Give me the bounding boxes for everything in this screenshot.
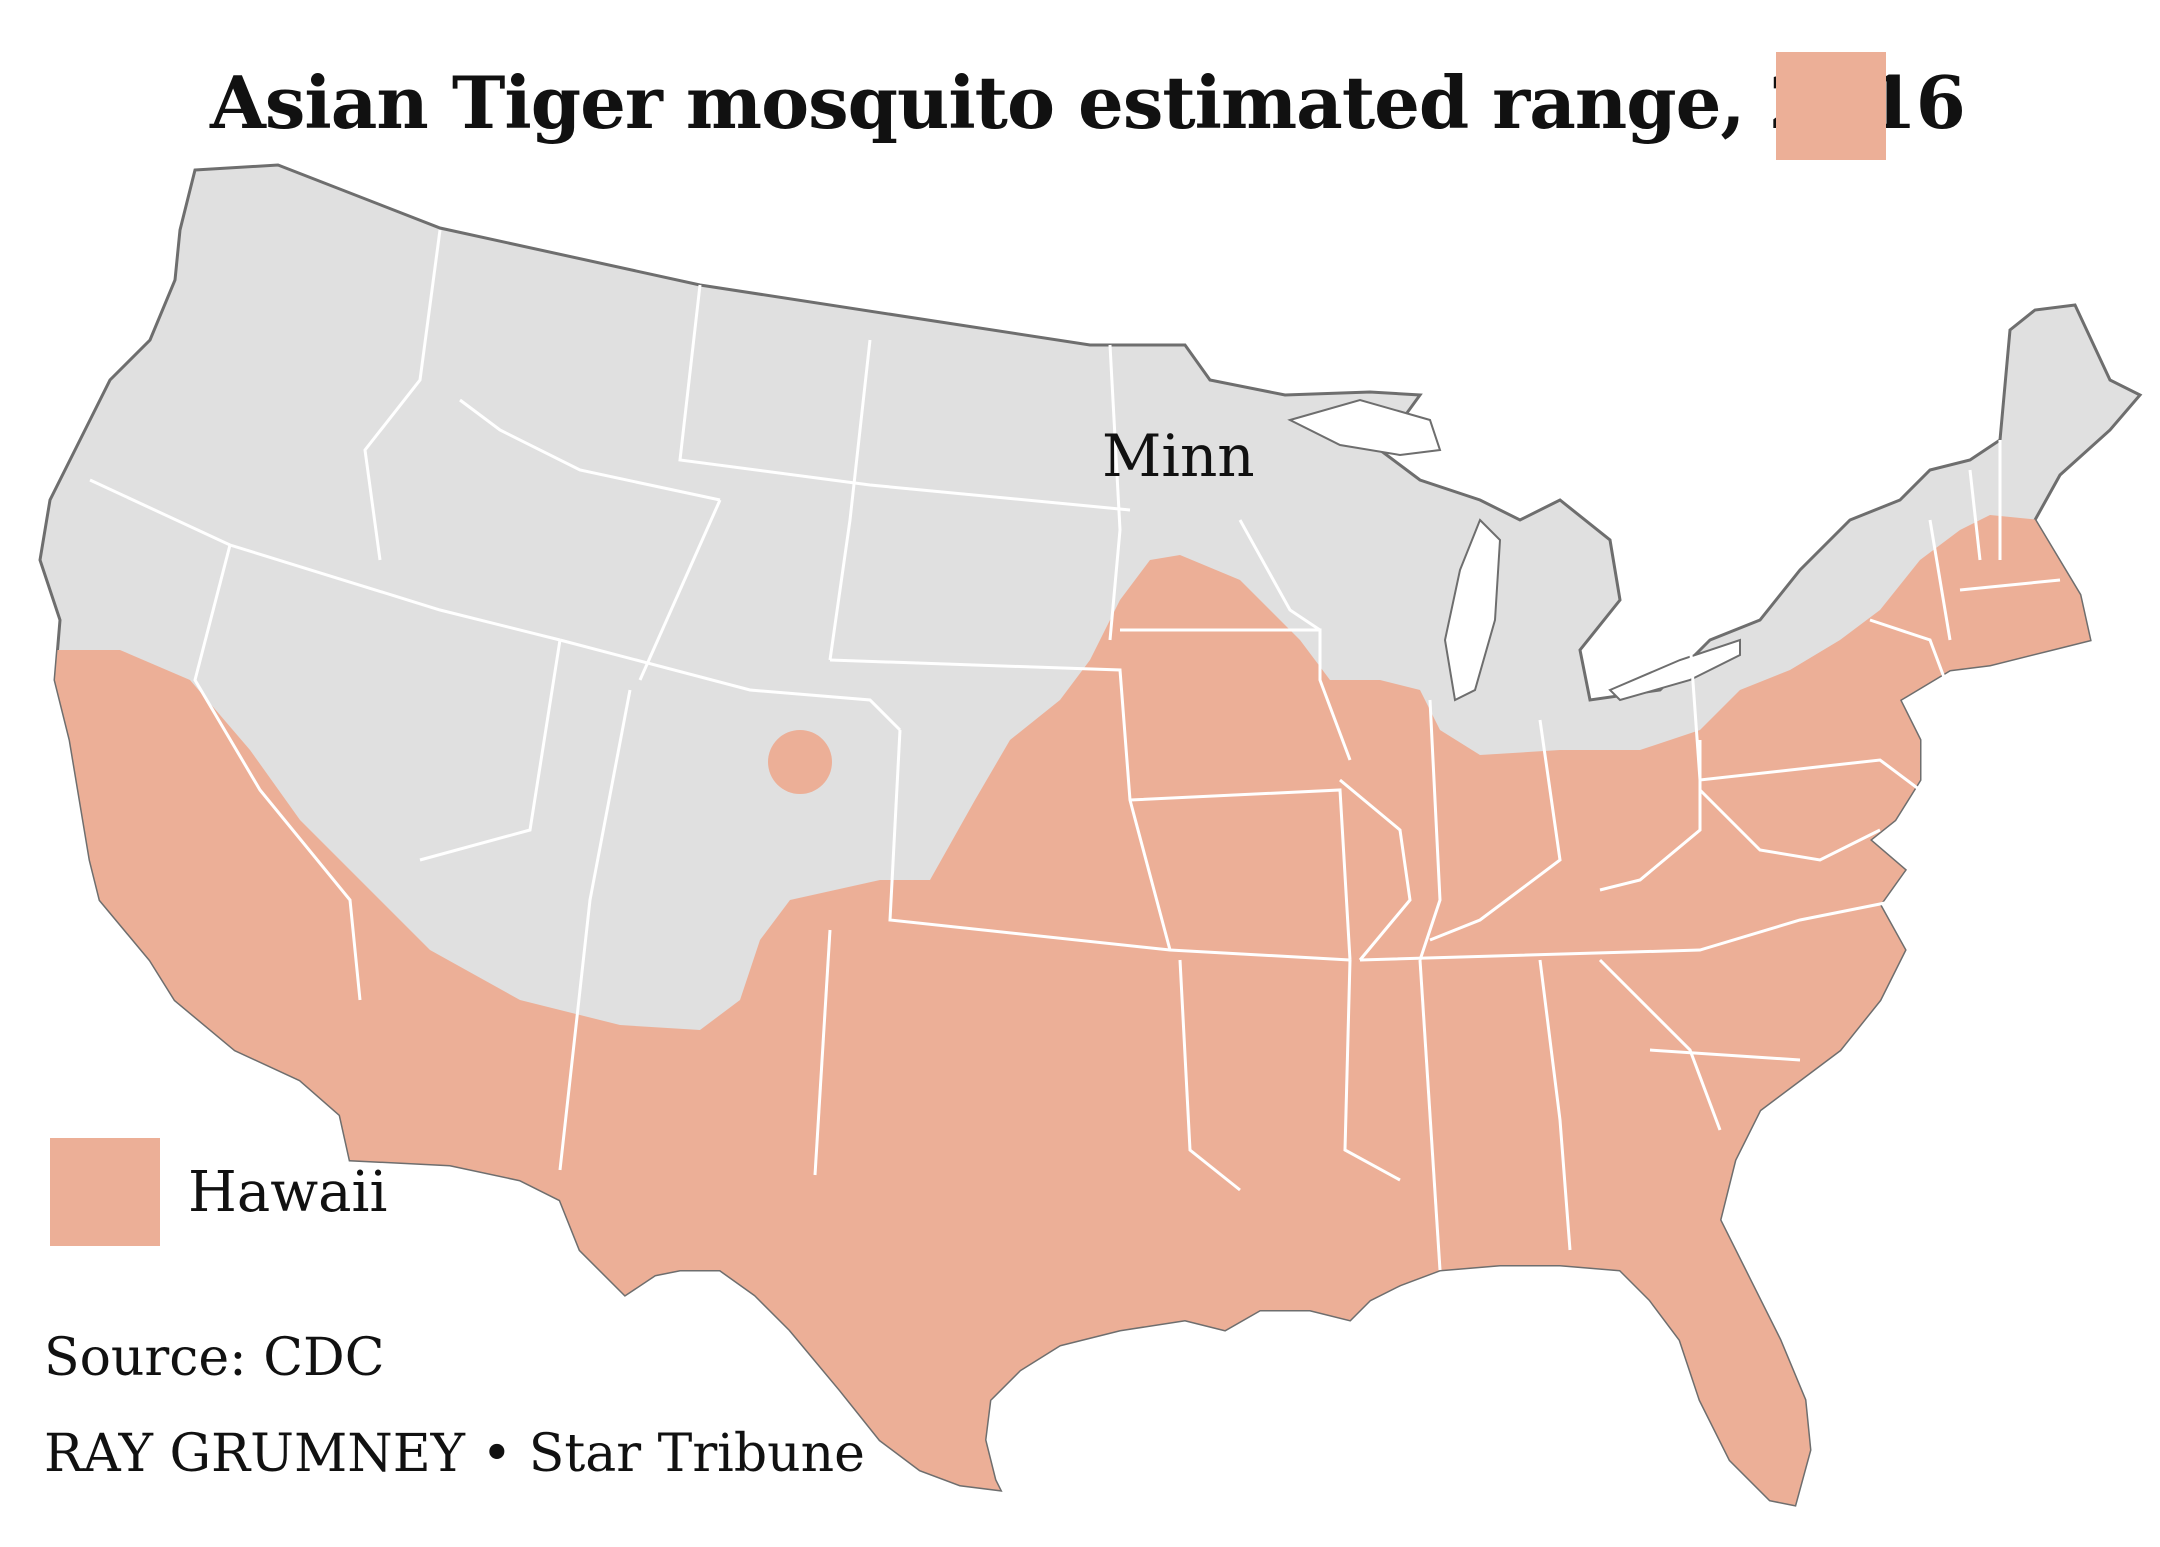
lake-erie [1608,638,1741,702]
range-legend-swatch [1776,52,1886,160]
hawaii-swatch [50,1138,160,1246]
author-credit: RAY GRUMNEY • Star Tribune [44,1424,865,1484]
colorado-range-spot [768,730,832,794]
map-title: Asian Tiger mosquito estimated range, 20… [210,60,1966,145]
hawaii-label: Hawaii [188,1160,388,1225]
minnesota-label: Minn [1102,422,1255,490]
source-credit: Source: CDC [44,1328,385,1388]
lake-michigan [1443,518,1502,702]
state-borders [89,229,2061,1271]
lake-superior [1287,398,1442,457]
